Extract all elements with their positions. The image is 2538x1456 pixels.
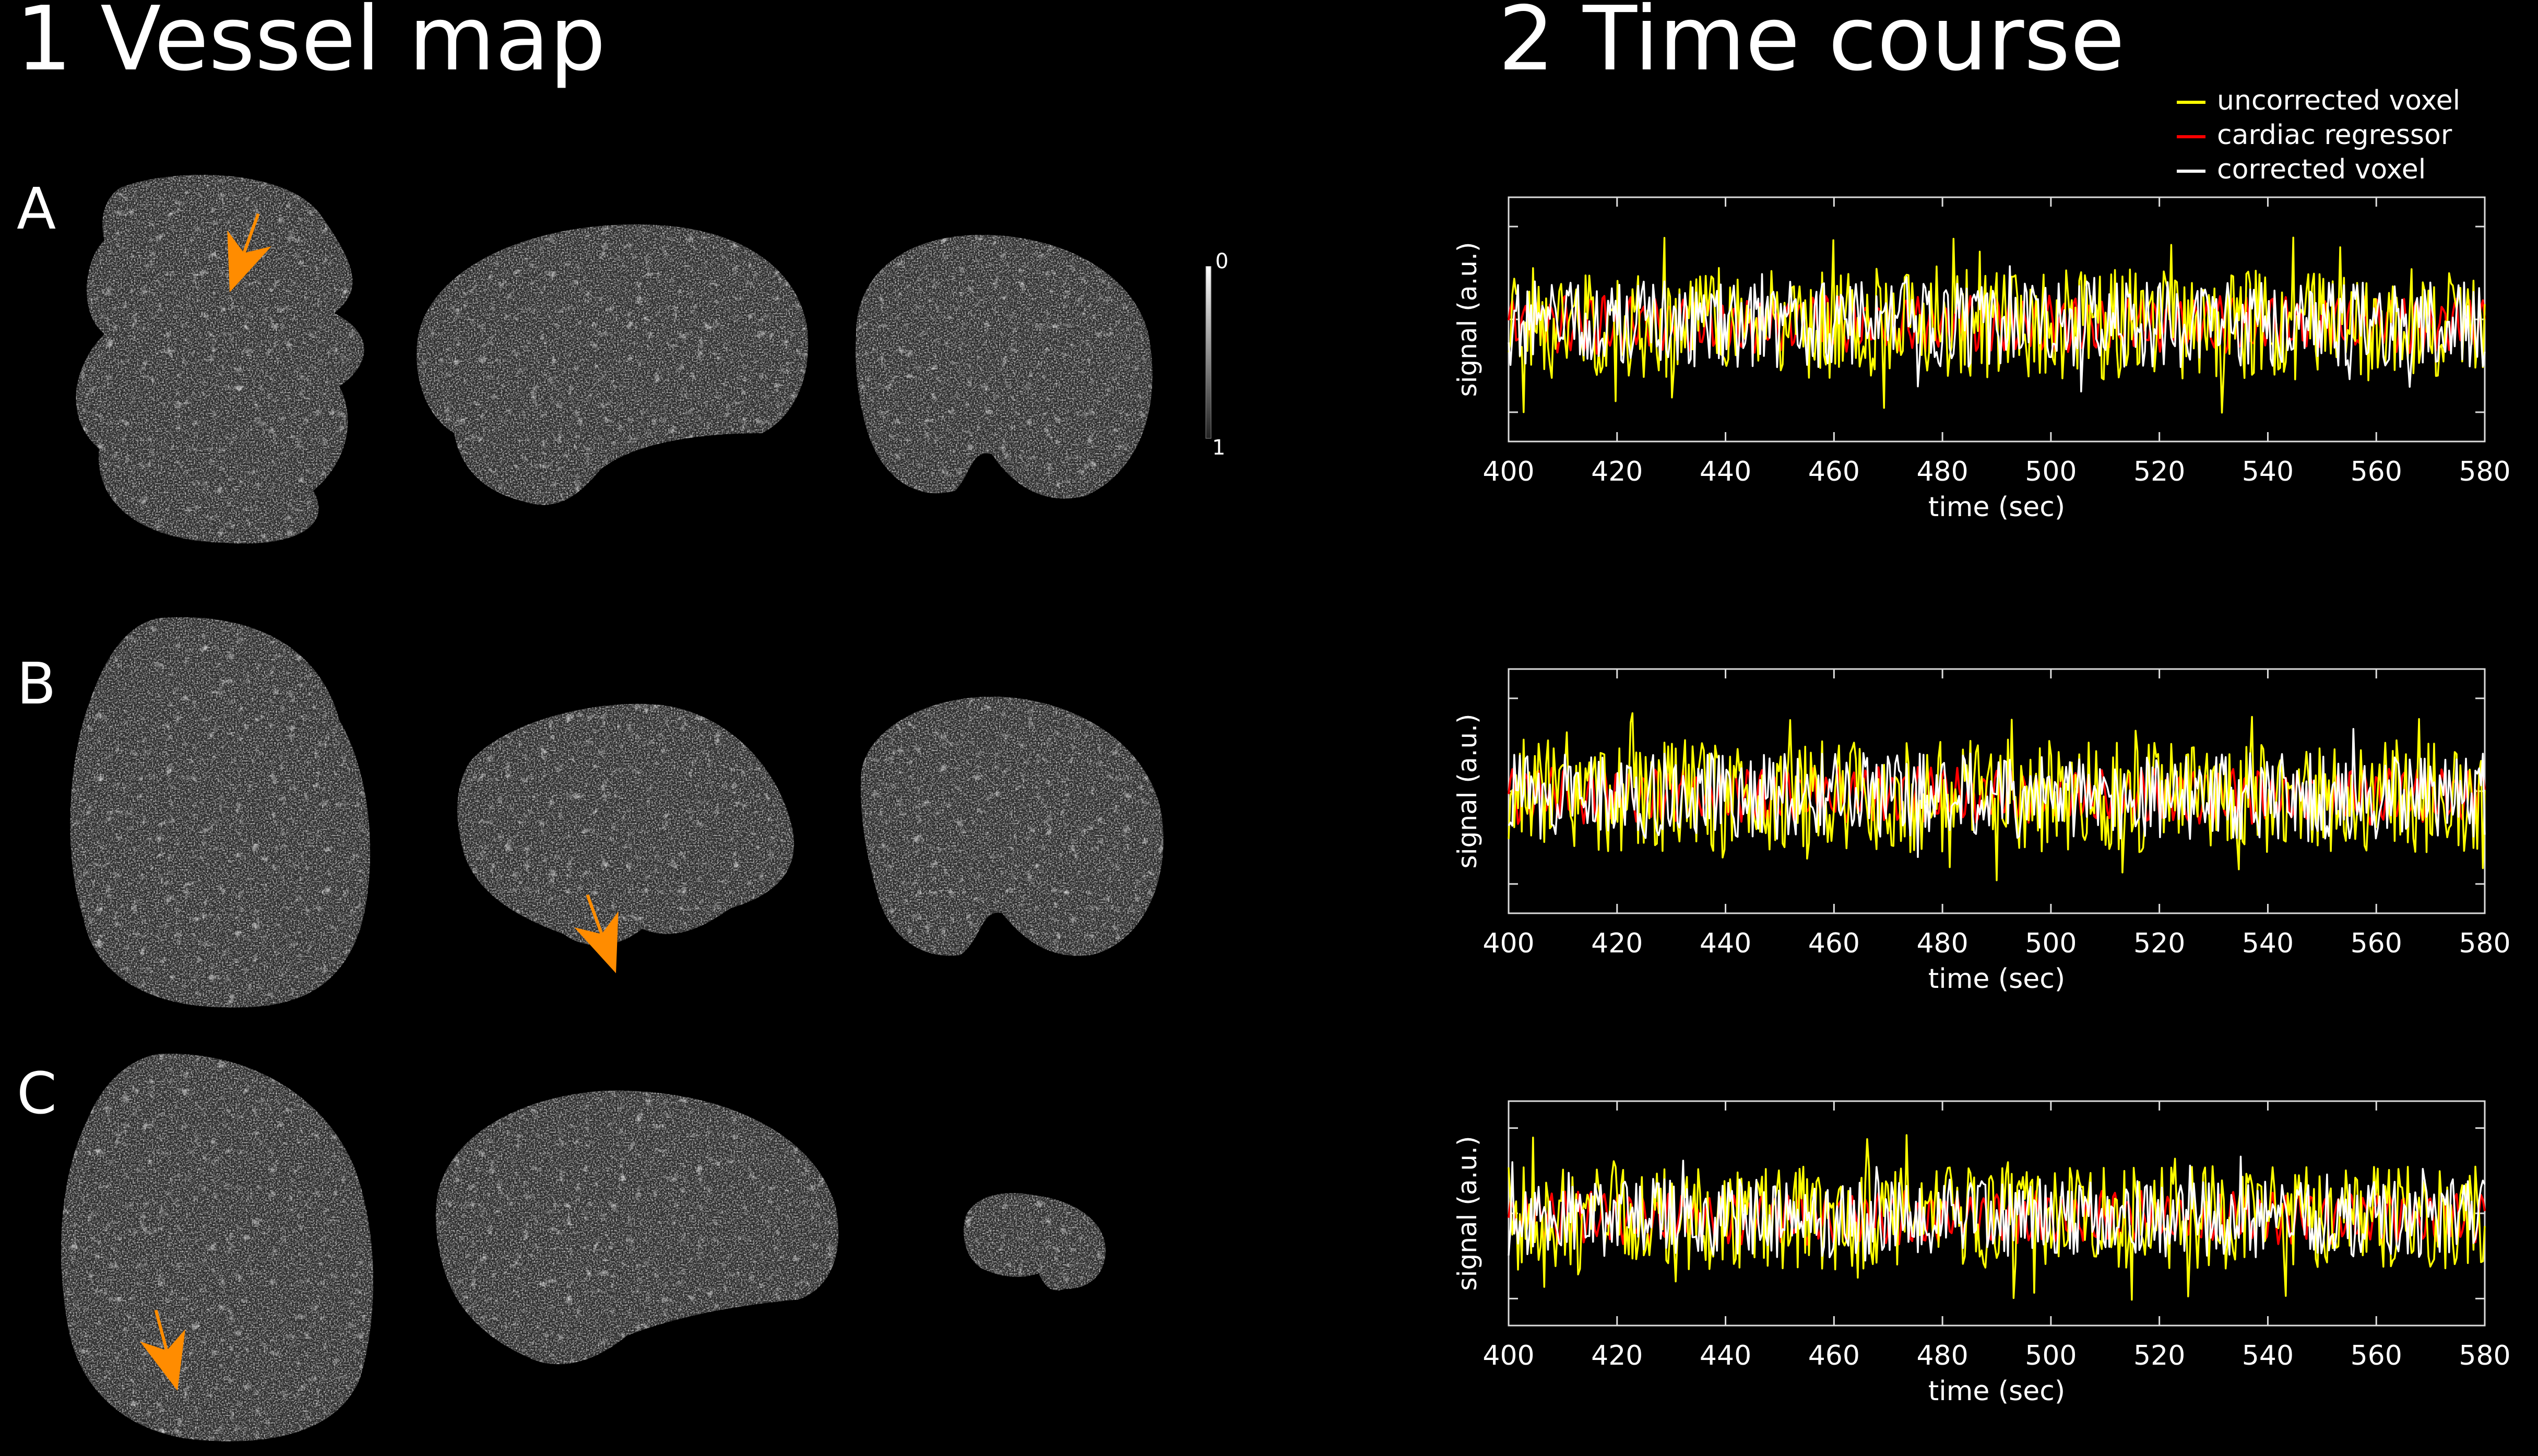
x-tick-label: 440 bbox=[1700, 928, 1751, 959]
legend: uncorrected voxel cardiac regressor corr… bbox=[2177, 83, 2460, 187]
series-line-cardiac-regressor bbox=[1508, 766, 2486, 826]
series-line-uncorrected-voxel bbox=[1508, 712, 2486, 881]
x-tick-label: 460 bbox=[1808, 928, 1860, 959]
time-course-chart-3: 400 420 440 460 480 500 520 540 560 580 time (sec)… bbox=[1452, 1100, 2511, 1407]
x-tick-label: 540 bbox=[2242, 928, 2294, 959]
arrow-b-icon bbox=[574, 894, 619, 973]
series-line-cardiac-regressor bbox=[1508, 1190, 2486, 1246]
x-axis-label: time (sec) bbox=[1928, 963, 2065, 995]
x-tick-label: 560 bbox=[2351, 1340, 2402, 1371]
x-tick-label: 580 bbox=[2459, 456, 2510, 487]
x-tick-label: 560 bbox=[2351, 456, 2402, 487]
legend-label: cardiac regressor bbox=[2217, 120, 2452, 151]
x-tick-label: 480 bbox=[1916, 928, 1968, 959]
x-tick-label: 400 bbox=[1483, 928, 1534, 959]
x-tick-label: 500 bbox=[2025, 1340, 2077, 1371]
y-axis-label: signal (a.u.) bbox=[1452, 714, 1483, 869]
x-tick-label: 480 bbox=[1916, 456, 1968, 487]
colorbar-tick-bottom: 1 bbox=[1212, 436, 1226, 460]
series-line-corrected-voxel bbox=[1508, 1155, 2486, 1262]
x-tick-label: 520 bbox=[2133, 1340, 2185, 1371]
x-tick-label: 400 bbox=[1483, 1340, 1534, 1371]
colorbar bbox=[1205, 266, 1212, 439]
x-tick-label: 440 bbox=[1700, 1340, 1751, 1371]
arrow-a-icon bbox=[227, 213, 271, 292]
x-axis-label: time (sec) bbox=[1928, 1376, 2065, 1407]
legend-label: uncorrected voxel bbox=[2217, 85, 2461, 116]
x-tick-label: 520 bbox=[2133, 456, 2185, 487]
x-tick-label: 540 bbox=[2242, 456, 2294, 487]
colorbar-tick-top: 0 bbox=[1215, 249, 1229, 273]
x-tick-label: 420 bbox=[1591, 456, 1643, 487]
time-course-chart-1: 400 420 440 460 480 500 520 540 560 580 time (sec)… bbox=[1452, 196, 2511, 523]
legend-item-corrected: corrected voxel bbox=[2177, 152, 2460, 187]
series-line-corrected-voxel bbox=[1508, 265, 2486, 392]
legend-swatch-yellow bbox=[2177, 101, 2205, 104]
legend-swatch-red bbox=[2177, 135, 2205, 138]
series-line-cardiac-regressor bbox=[1508, 294, 2486, 355]
x-tick-label: 520 bbox=[2133, 928, 2185, 959]
y-axis-label: signal (a.u.) bbox=[1452, 242, 1483, 397]
x-tick-label: 460 bbox=[1808, 456, 1860, 487]
row-label-c: C bbox=[17, 1060, 57, 1127]
plot-frame bbox=[1508, 196, 2486, 443]
x-axis-label: time (sec) bbox=[1928, 492, 2065, 523]
row-label-a: A bbox=[17, 175, 56, 242]
x-tick-label: 500 bbox=[2025, 456, 2077, 487]
brain-slice-c-axial bbox=[61, 1054, 373, 1441]
brain-slice-b-axial bbox=[70, 617, 371, 1008]
legend-swatch-white bbox=[2177, 170, 2205, 173]
legend-item-uncorrected: uncorrected voxel bbox=[2177, 83, 2460, 118]
x-tick-label: 420 bbox=[1591, 1340, 1643, 1371]
panel2-title: 2 Time course bbox=[1498, 0, 2125, 91]
vessel-map-images bbox=[61, 175, 1164, 1441]
x-tick-label: 480 bbox=[1916, 1340, 1968, 1371]
x-tick-label: 560 bbox=[2351, 928, 2402, 959]
brain-slice-b-coronal bbox=[861, 697, 1164, 956]
series-line-uncorrected-voxel bbox=[1508, 236, 2486, 414]
x-tick-label: 420 bbox=[1591, 928, 1643, 959]
row-label-b: B bbox=[17, 650, 56, 717]
x-tick-label: 440 bbox=[1700, 456, 1751, 487]
series-line-corrected-voxel bbox=[1508, 728, 2486, 858]
brain-slice-a-coronal bbox=[856, 235, 1153, 499]
legend-label: corrected voxel bbox=[2217, 154, 2426, 185]
arrow-c-icon bbox=[140, 1309, 185, 1391]
x-tick-label: 540 bbox=[2242, 1340, 2294, 1371]
x-tick-label: 580 bbox=[2459, 1340, 2510, 1371]
legend-item-cardiac: cardiac regressor bbox=[2177, 118, 2460, 152]
x-tick-label: 580 bbox=[2459, 928, 2510, 959]
x-tick-label: 500 bbox=[2025, 928, 2077, 959]
brain-slice-b-sagittal bbox=[457, 703, 794, 946]
x-tick-label: 460 bbox=[1808, 1340, 1860, 1371]
plot-frame bbox=[1508, 1100, 2486, 1327]
x-tick-label: 400 bbox=[1483, 456, 1534, 487]
series-line-uncorrected-voxel bbox=[1508, 1134, 2486, 1301]
plot-frame bbox=[1508, 668, 2486, 914]
brain-slice-a-sagittal bbox=[417, 224, 809, 505]
brain-slice-a-axial bbox=[76, 175, 364, 544]
time-course-chart-2: 400 420 440 460 480 500 520 540 560 580 time (sec)… bbox=[1452, 668, 2511, 995]
panel1-title: 1 Vessel map bbox=[16, 0, 606, 91]
y-axis-label: signal (a.u.) bbox=[1452, 1136, 1483, 1291]
